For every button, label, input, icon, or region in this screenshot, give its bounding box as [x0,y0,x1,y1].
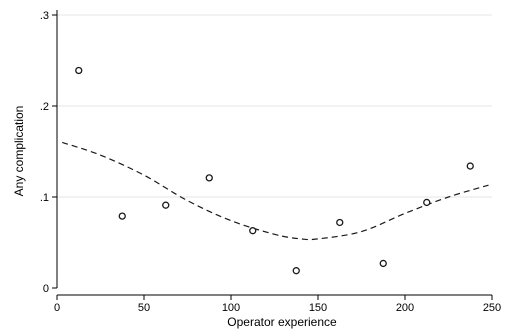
series [62,66,489,275]
y-tick-label: .3 [40,10,49,22]
scatter-point [336,218,344,227]
x-tick-label: 100 [222,302,240,314]
x-tick-label: 0 [54,302,60,314]
scatter-point [466,162,474,170]
y-tick-label: 0 [43,283,49,295]
scatter-point [249,227,257,235]
tick-labels: 0 .1 .2 .3 0 50 100 150 200 250 [40,10,501,314]
x-tick-label: 200 [396,302,414,314]
scatter-point [75,66,83,75]
scatter-point [379,259,387,268]
scatter-point [205,174,213,182]
scatter-point [292,267,300,275]
scatter-point [423,198,431,207]
fitted-curve-line [62,141,489,241]
x-axis-title: Operator experience [227,315,337,329]
scatter-point [118,212,126,220]
y-axis-title: Any complication [12,106,26,197]
axes [52,10,493,300]
x-tick-label: 150 [309,302,327,314]
x-tick-label: 50 [138,302,150,314]
y-tick-label: .1 [40,192,49,204]
grid-lines [57,14,492,198]
y-tick-label: .2 [40,101,49,113]
x-tick-label: 250 [483,302,501,314]
scatter-point [162,201,170,209]
